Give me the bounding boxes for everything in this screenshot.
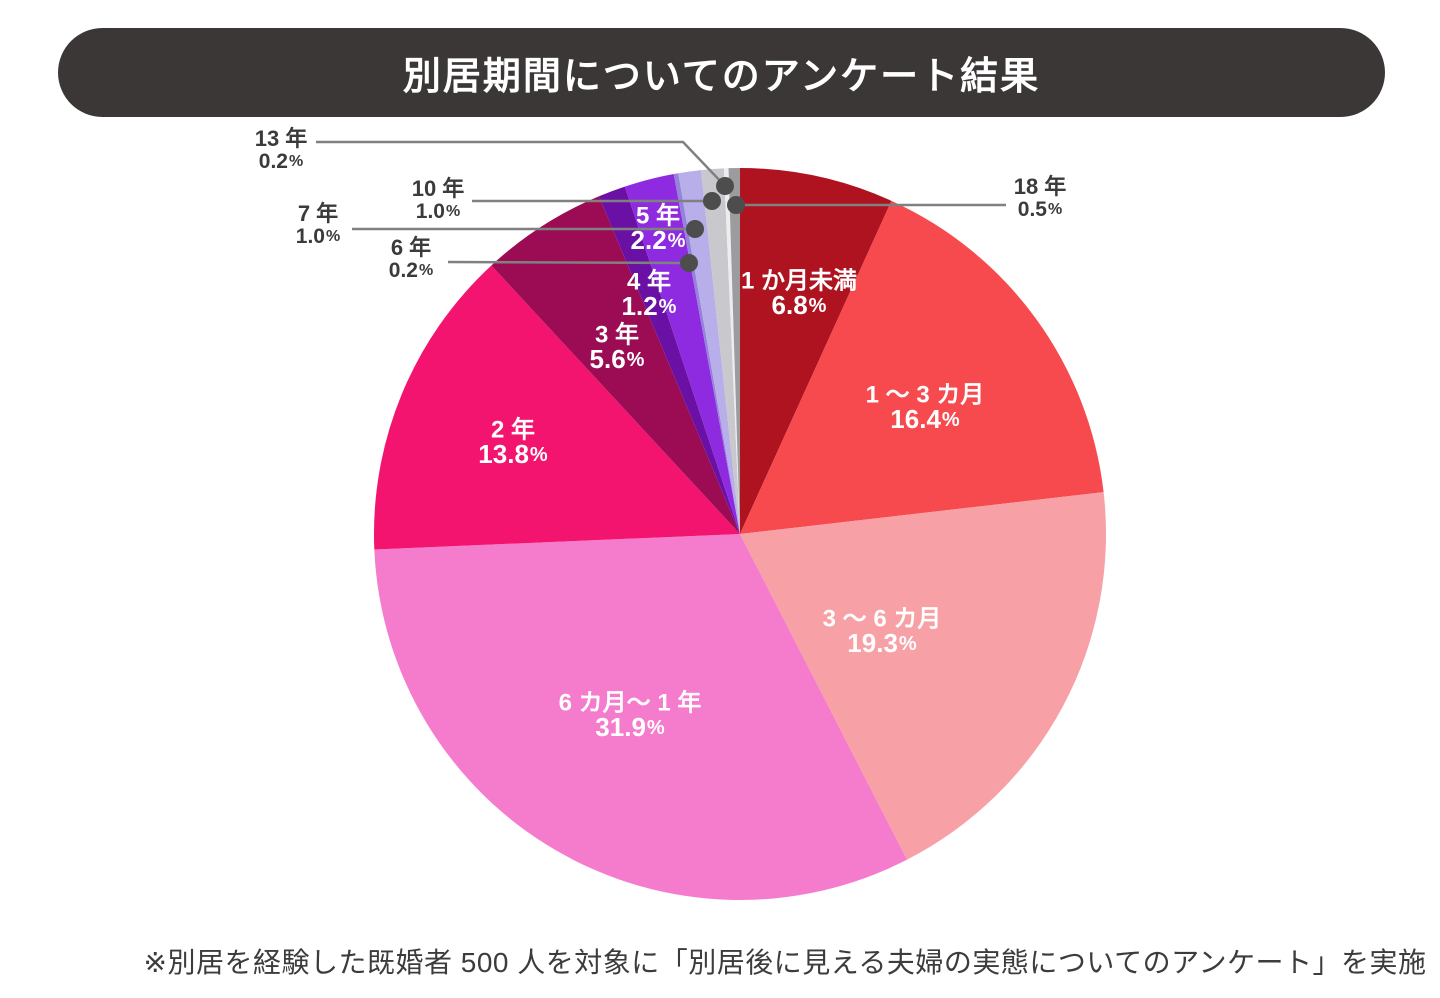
slice-label-name-8: 5 年 xyxy=(636,201,680,229)
slice-label-value-11: 1.0% xyxy=(416,200,460,223)
footnote-text: ※別居を経験した既婚者 500 人を対象に「別居後に見える夫婦の実態についてのア… xyxy=(143,947,1427,978)
pie-slice-5 xyxy=(374,265,740,550)
pie-slice-13 xyxy=(728,168,740,534)
slice-label-value-10: 1.0% xyxy=(296,225,340,248)
slice-label-name-5: 2 年 xyxy=(491,415,535,443)
slice-label-value-6: 5.6% xyxy=(590,344,645,374)
pie-slice-4 xyxy=(374,534,908,900)
slice-label-value-2: 16.4% xyxy=(890,404,960,434)
slice-label-name-10: 7 年 xyxy=(298,201,338,226)
pie-slice-1 xyxy=(740,168,892,534)
leader-dot-11 xyxy=(703,192,721,210)
slice-label-name-7: 4 年 xyxy=(627,267,671,295)
slice-label-value-5: 13.8% xyxy=(478,439,548,469)
leader-dot-13 xyxy=(727,196,745,214)
leader-dot-10 xyxy=(686,220,704,238)
slice-label-value-4: 31.9% xyxy=(595,712,665,742)
slice-label-name-11: 10 年 xyxy=(412,176,465,201)
chart-title: 別居期間についてのアンケート結果 xyxy=(402,56,1041,98)
pie-slice-2 xyxy=(740,200,1104,534)
slice-label-name-13: 18 年 xyxy=(1014,174,1067,199)
pie-slice-3 xyxy=(740,492,1106,860)
pie-slice-12 xyxy=(723,168,740,534)
slice-label-value-7: 1.2% xyxy=(622,291,677,321)
leader-line-12 xyxy=(316,140,726,187)
slice-label-name-6: 3 年 xyxy=(595,320,639,348)
slice-label-name-4: 6 カ月〜 1 年 xyxy=(559,688,702,716)
slice-label-name-12: 13 年 xyxy=(255,126,308,151)
pie-slice-7 xyxy=(599,186,740,534)
slice-label-name-3: 3 〜 6 カ月 xyxy=(823,605,942,632)
slice-label-value-1: 6.8% xyxy=(772,290,827,320)
leader-dot-9 xyxy=(680,254,698,272)
title-bar: 別居期間についてのアンケート結果 xyxy=(58,28,1385,117)
slice-label-name-1: 1 か月未満 xyxy=(741,267,857,294)
slice-label-name-9: 6 年 xyxy=(391,235,431,260)
pie-slice-11 xyxy=(701,168,740,534)
slice-label-value-12: 0.2% xyxy=(259,150,303,173)
slice-label-value-13: 0.5% xyxy=(1018,198,1062,221)
slice-label-name-2: 1 〜 3 カ月 xyxy=(866,381,985,408)
leader-dot-12 xyxy=(716,177,734,195)
leader-line-9 xyxy=(447,260,690,265)
slice-label-value-3: 19.3% xyxy=(847,628,917,658)
slice-label-value-9: 0.2% xyxy=(389,259,433,282)
slice-label-value-8: 2.2% xyxy=(631,225,686,255)
pie-slice-6 xyxy=(491,196,740,534)
